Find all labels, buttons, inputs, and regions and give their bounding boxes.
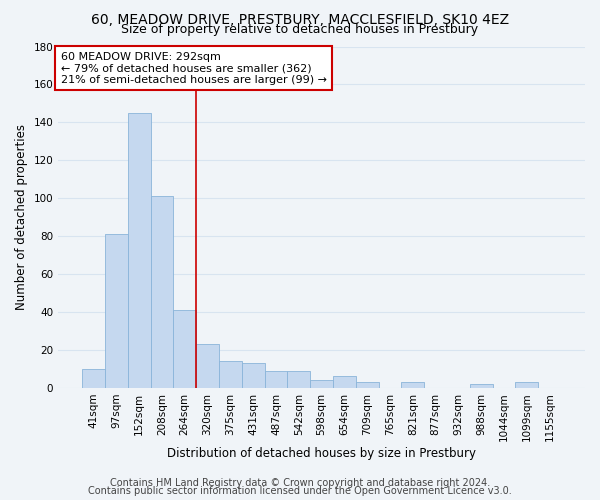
Bar — [173, 310, 196, 388]
Bar — [265, 371, 287, 388]
Bar — [82, 369, 105, 388]
Bar — [401, 382, 424, 388]
Text: Contains public sector information licensed under the Open Government Licence v3: Contains public sector information licen… — [88, 486, 512, 496]
Text: Contains HM Land Registry data © Crown copyright and database right 2024.: Contains HM Land Registry data © Crown c… — [110, 478, 490, 488]
Bar — [242, 363, 265, 388]
Bar — [470, 384, 493, 388]
Text: 60, MEADOW DRIVE, PRESTBURY, MACCLESFIELD, SK10 4EZ: 60, MEADOW DRIVE, PRESTBURY, MACCLESFIEL… — [91, 12, 509, 26]
Bar — [105, 234, 128, 388]
Bar — [151, 196, 173, 388]
Text: Size of property relative to detached houses in Prestbury: Size of property relative to detached ho… — [121, 22, 479, 36]
Text: 60 MEADOW DRIVE: 292sqm
← 79% of detached houses are smaller (362)
21% of semi-d: 60 MEADOW DRIVE: 292sqm ← 79% of detache… — [61, 52, 327, 85]
Bar — [219, 362, 242, 388]
Bar — [287, 371, 310, 388]
Bar — [310, 380, 333, 388]
Bar — [196, 344, 219, 388]
Bar — [333, 376, 356, 388]
Y-axis label: Number of detached properties: Number of detached properties — [15, 124, 28, 310]
Bar — [515, 382, 538, 388]
Bar — [128, 113, 151, 388]
X-axis label: Distribution of detached houses by size in Prestbury: Distribution of detached houses by size … — [167, 447, 476, 460]
Bar — [356, 382, 379, 388]
